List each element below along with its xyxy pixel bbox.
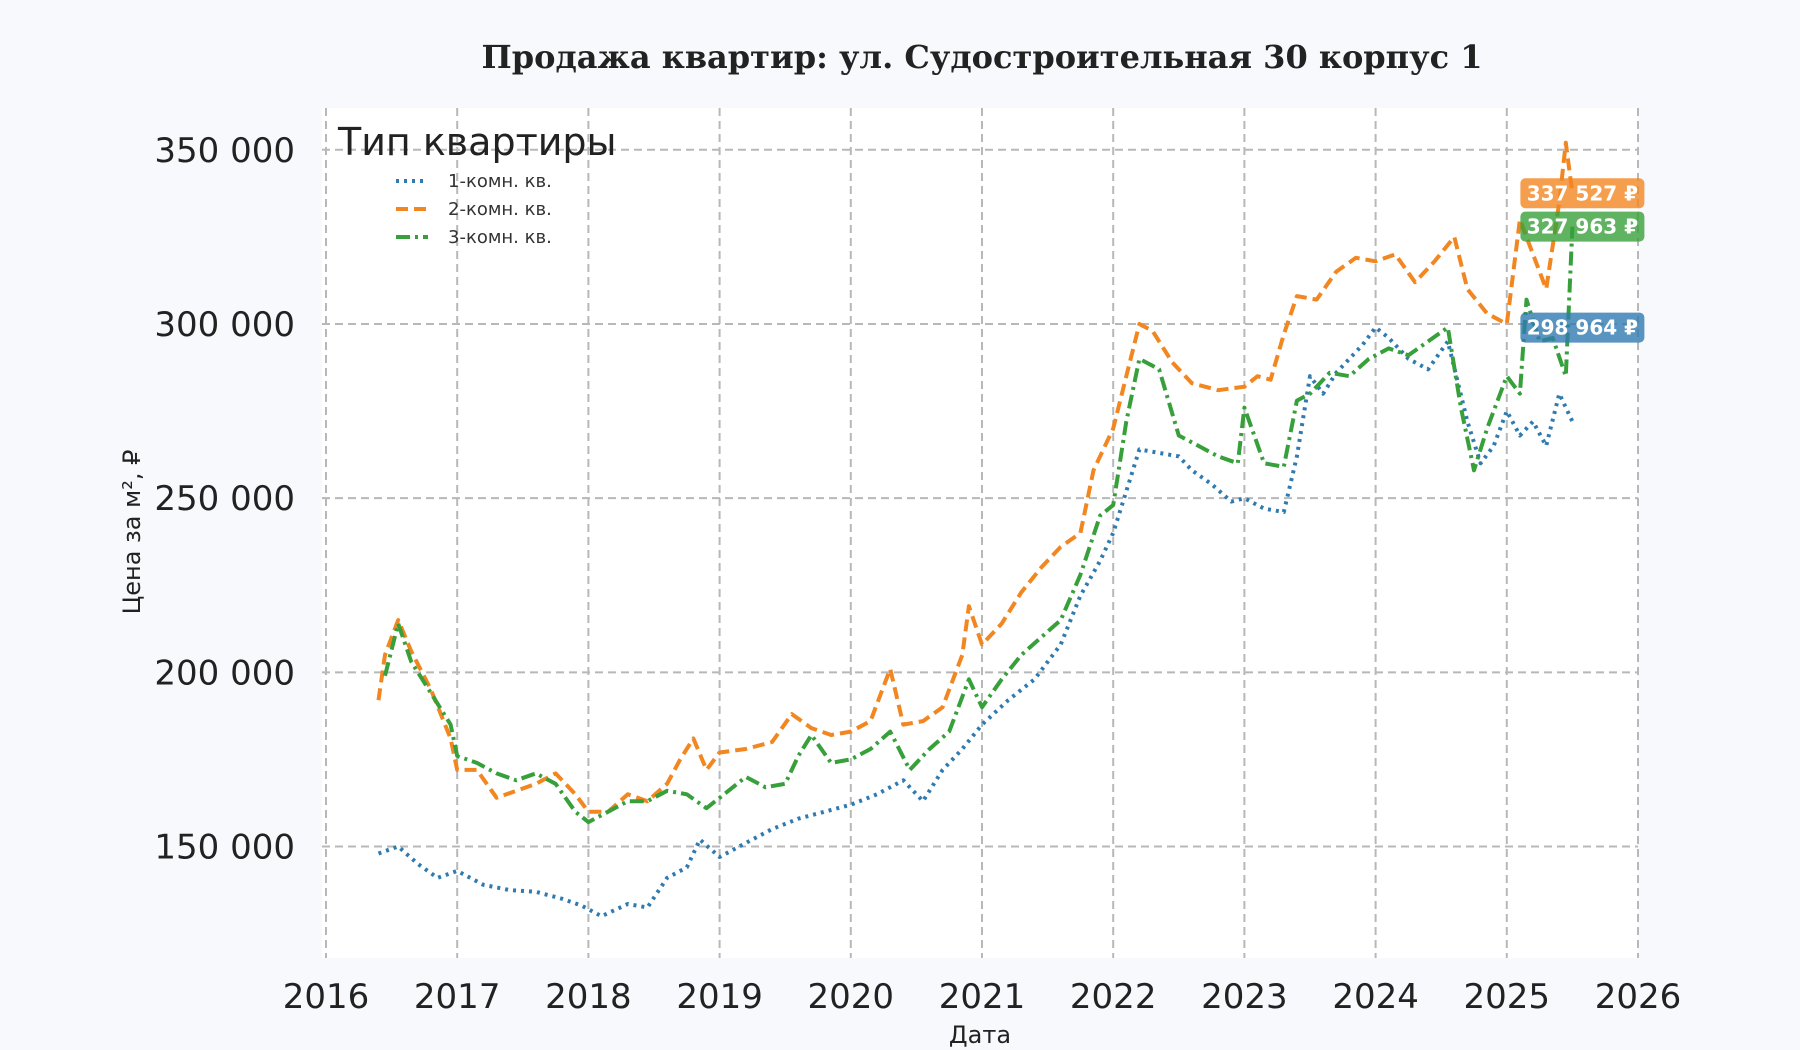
x-tick-label: 2017	[414, 977, 501, 1017]
x-tick-label: 2020	[808, 977, 895, 1017]
x-tick-label: 2025	[1464, 977, 1551, 1017]
x-tick-label: 2023	[1201, 977, 1288, 1017]
y-tick-label: 300 000	[154, 305, 295, 345]
y-tick-label: 200 000	[154, 653, 295, 693]
legend-label-2-room: 2-комн. кв.	[448, 199, 552, 220]
series-lines	[376, 140, 1575, 919]
last-value-badges: 298 964 ₽ 337 527 ₽ 327 963 ₽	[1520, 178, 1645, 343]
value-badge	[1520, 312, 1645, 343]
series-line	[383, 226, 1575, 825]
y-tick-label: 250 000	[154, 479, 295, 519]
chart-title: Продажа квартир: ул. Судостроительная 30…	[482, 38, 1483, 76]
x-tick-label: 2018	[545, 977, 632, 1017]
legend-label-3-room: 3-комн. кв.	[448, 227, 552, 248]
legend-title: Тип квартиры	[337, 120, 617, 164]
x-tick-label: 2021	[939, 977, 1026, 1017]
series-line	[377, 325, 1575, 919]
x-tick-label: 2019	[676, 977, 763, 1017]
y-tick-label: 150 000	[154, 828, 295, 868]
x-tick-label: 2024	[1332, 977, 1419, 1017]
plot-background	[322, 108, 1638, 958]
x-axis-label: Дата	[949, 1021, 1011, 1049]
value-badge-label: 298 964 ₽	[1527, 316, 1638, 340]
value-badge	[1520, 211, 1645, 242]
series-line	[376, 140, 1575, 814]
value-badge-label: 327 963 ₽	[1527, 215, 1638, 239]
value-badge	[1520, 178, 1645, 209]
value-badge-label: 337 527 ₽	[1527, 181, 1638, 205]
legend: Тип квартиры 1-комн. кв. 2-комн. кв. 3-к…	[337, 120, 617, 248]
x-tick-label: 2026	[1595, 977, 1682, 1017]
legend-label-1-room: 1-комн. кв.	[448, 171, 552, 192]
x-tick-label: 2016	[283, 977, 370, 1017]
y-tick-label: 350 000	[154, 131, 295, 171]
x-axis-ticks: 2016 2017 2018 2019 2020 2021 2022 2023 2024 2025…	[283, 977, 1682, 1017]
grid-lines	[322, 108, 1639, 958]
y-axis-label: Цена за м², ₽	[118, 450, 146, 615]
y-axis-ticks: 150 000 200 000 250 000 300 000 350 000	[154, 131, 295, 868]
x-tick-label: 2022	[1070, 977, 1157, 1017]
